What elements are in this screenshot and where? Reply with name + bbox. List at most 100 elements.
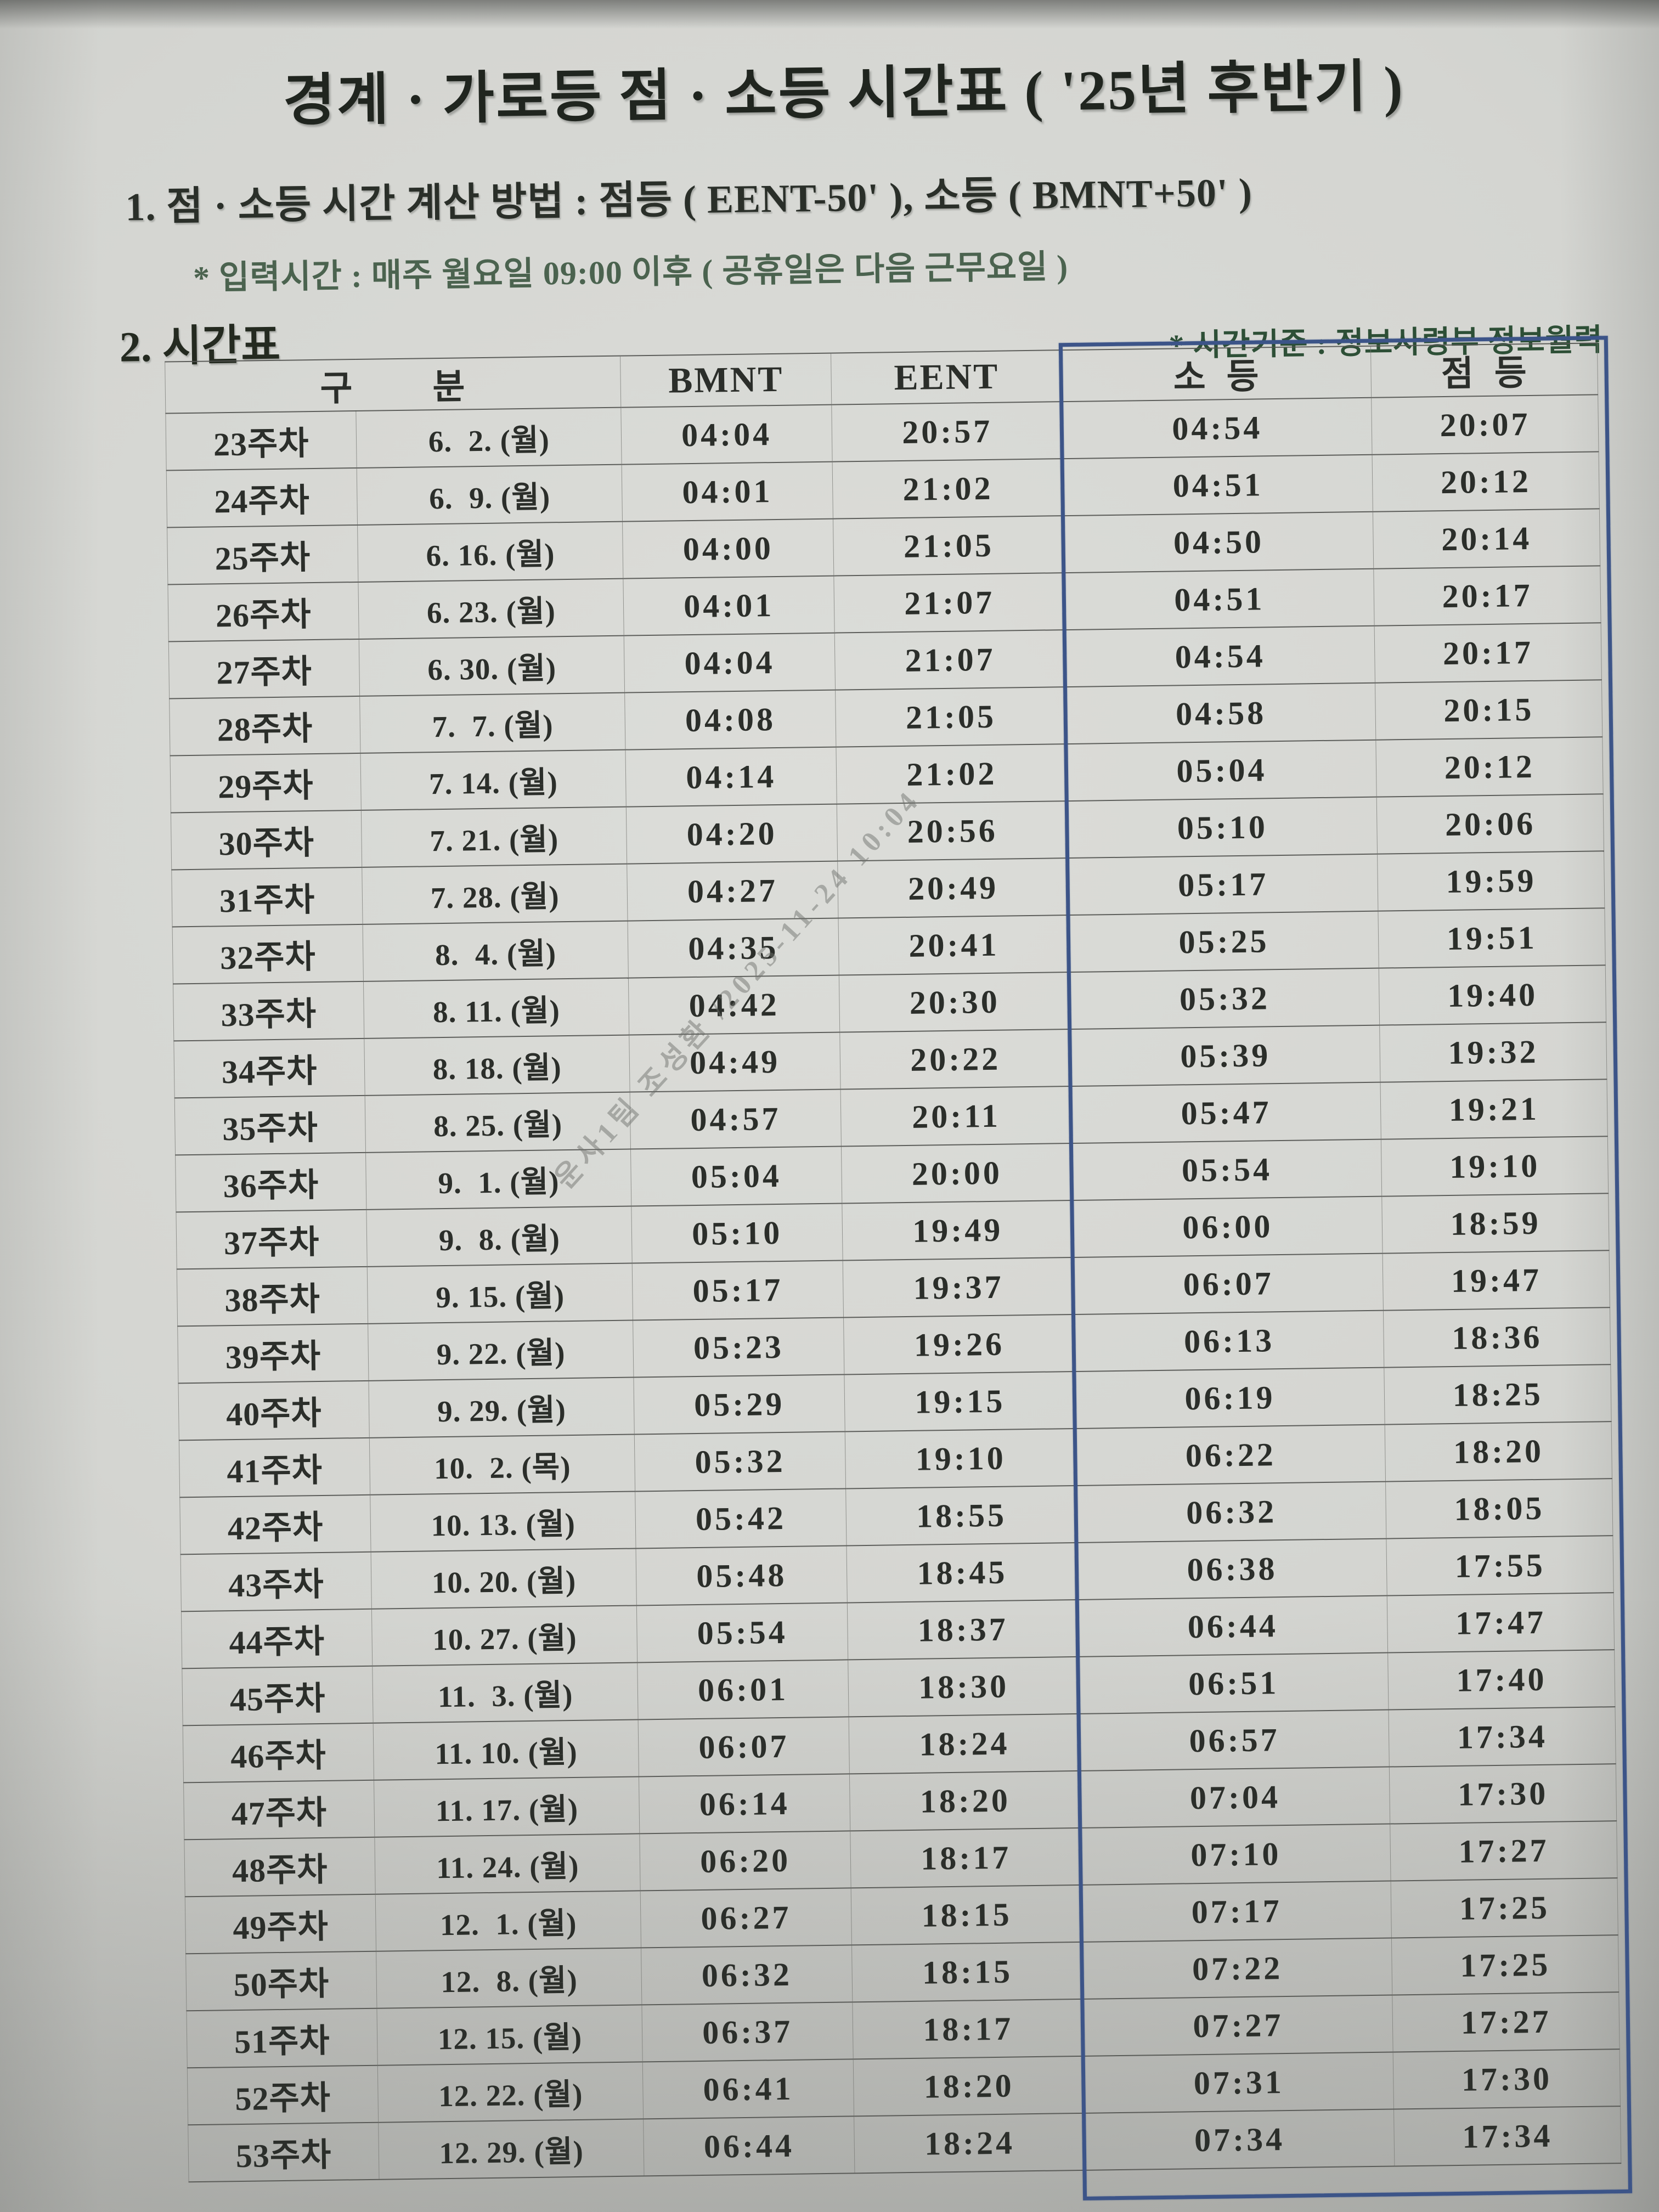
cell-week: 53주차 bbox=[188, 2122, 380, 2182]
cell-lights-off: 04:50 bbox=[1063, 511, 1374, 573]
cell-lights-off: 07:22 bbox=[1082, 1938, 1393, 1999]
cell-lights-on: 19:59 bbox=[1377, 851, 1605, 911]
cell-eent: 20:00 bbox=[841, 1143, 1073, 1204]
input-time-note: * 입력시간 : 매주 월요일 09:00 이후 ( 공휴일은 다음 근무요일 … bbox=[193, 248, 1069, 296]
cell-eent: 20:41 bbox=[838, 915, 1070, 975]
cell-lights-off: 06:22 bbox=[1075, 1424, 1386, 1486]
cell-lights-on: 20:15 bbox=[1375, 680, 1602, 740]
cell-eent: 20:30 bbox=[839, 972, 1071, 1032]
cell-bmnt: 05:48 bbox=[636, 1545, 848, 1606]
cell-lights-on: 20:14 bbox=[1373, 509, 1600, 569]
cell-week: 25주차 bbox=[167, 524, 359, 585]
cell-lights-on: 20:06 bbox=[1376, 794, 1604, 854]
cell-bmnt: 04:14 bbox=[625, 747, 837, 807]
cell-date: 9. 15. (월) bbox=[367, 1263, 633, 1324]
cell-week: 24주차 bbox=[166, 467, 358, 528]
cell-bmnt: 04:20 bbox=[626, 804, 838, 864]
cell-date: 10. 27. (월) bbox=[371, 1605, 638, 1666]
cell-date: 7. 28. (월) bbox=[362, 864, 628, 924]
cell-lights-on: 19:21 bbox=[1380, 1079, 1608, 1139]
cell-week: 42주차 bbox=[179, 1494, 371, 1555]
cell-eent: 18:17 bbox=[852, 1999, 1084, 2059]
cell-bmnt: 04:08 bbox=[624, 690, 837, 750]
cell-eent: 18:24 bbox=[849, 1713, 1080, 1774]
cell-date: 6. 2. (월) bbox=[356, 407, 622, 468]
cell-eent: 21:07 bbox=[833, 573, 1065, 633]
cell-lights-on: 19:10 bbox=[1381, 1136, 1609, 1197]
cell-lights-off: 07:04 bbox=[1080, 1767, 1391, 1828]
cell-eent: 21:02 bbox=[832, 459, 1064, 519]
cell-week: 29주차 bbox=[170, 753, 362, 813]
cell-date: 10. 2. (목) bbox=[369, 1434, 635, 1495]
cell-lights-off: 06:51 bbox=[1079, 1652, 1389, 1714]
cell-lights-off: 04:54 bbox=[1062, 397, 1373, 459]
cell-date: 11. 10. (월) bbox=[373, 1719, 639, 1780]
cell-bmnt: 06:41 bbox=[642, 2059, 854, 2119]
cell-date: 8. 18. (월) bbox=[364, 1035, 630, 1096]
cell-lights-off: 06:57 bbox=[1079, 1709, 1390, 1771]
cell-bmnt: 05:04 bbox=[630, 1146, 842, 1206]
cell-eent: 20:11 bbox=[840, 1086, 1072, 1147]
cell-bmnt: 06:44 bbox=[643, 2116, 855, 2176]
page-title: 경계 · 가로등 점 · 소등 시간표 ( '25년 후반기 ) bbox=[283, 55, 1405, 133]
cell-eent: 18:37 bbox=[847, 1599, 1079, 1660]
cell-lights-on: 18:05 bbox=[1385, 1479, 1613, 1539]
cell-bmnt: 05:29 bbox=[634, 1374, 845, 1435]
cell-date: 9. 8. (월) bbox=[366, 1206, 633, 1267]
cell-date: 7. 21. (월) bbox=[361, 806, 627, 867]
cell-eent: 20:22 bbox=[839, 1029, 1071, 1090]
cell-lights-off: 05:32 bbox=[1069, 968, 1380, 1030]
cell-date: 12. 22. (월) bbox=[377, 2062, 644, 2123]
cell-bmnt: 06:20 bbox=[640, 1831, 851, 1891]
cell-eent: 18:30 bbox=[848, 1656, 1080, 1717]
header-bmnt: BMNT bbox=[620, 353, 832, 408]
cell-week: 52주차 bbox=[187, 2065, 379, 2125]
cell-week: 33주차 bbox=[173, 981, 365, 1041]
cell-date: 6. 9. (월) bbox=[357, 464, 623, 525]
cell-lights-on: 18:59 bbox=[1382, 1193, 1610, 1254]
cell-lights-on: 20:17 bbox=[1374, 623, 1602, 683]
cell-lights-off: 05:17 bbox=[1068, 854, 1379, 916]
cell-week: 45주차 bbox=[182, 1666, 374, 1726]
cell-lights-off: 06:19 bbox=[1075, 1367, 1385, 1429]
cell-bmnt: 05:10 bbox=[631, 1203, 843, 1263]
cell-bmnt: 04:04 bbox=[621, 404, 833, 465]
cell-lights-on: 17:47 bbox=[1387, 1593, 1615, 1653]
cell-date: 11. 3. (월) bbox=[373, 1662, 639, 1723]
cell-date: 8. 11. (월) bbox=[363, 978, 630, 1039]
cell-week: 34주차 bbox=[173, 1038, 365, 1098]
cell-date: 10. 13. (월) bbox=[370, 1491, 636, 1552]
cell-week: 48주차 bbox=[184, 1837, 376, 1897]
cell-bmnt: 06:01 bbox=[637, 1660, 849, 1720]
cell-week: 38주차 bbox=[177, 1266, 368, 1327]
cell-lights-off: 06:32 bbox=[1076, 1481, 1387, 1543]
cell-eent: 20:57 bbox=[831, 402, 1063, 462]
cell-date: 7. 7. (월) bbox=[359, 692, 626, 753]
method-heading: 1. 점 · 소등 시간 계산 방법 : 점등 ( EENT-50' ), 소등… bbox=[125, 170, 1253, 229]
cell-date: 6. 30. (월) bbox=[359, 635, 625, 696]
cell-lights-off: 06:38 bbox=[1077, 1538, 1387, 1600]
cell-lights-off: 05:39 bbox=[1070, 1025, 1381, 1087]
cell-date: 6. 16. (월) bbox=[357, 521, 624, 582]
cell-week: 39주차 bbox=[177, 1323, 369, 1384]
cell-lights-on: 17:25 bbox=[1391, 1935, 1619, 1995]
cell-bmnt: 05:32 bbox=[634, 1431, 846, 1492]
cell-lights-on: 18:36 bbox=[1383, 1307, 1611, 1368]
cell-lights-on: 19:40 bbox=[1379, 965, 1606, 1025]
cell-week: 36주차 bbox=[175, 1152, 367, 1212]
cell-date: 8. 4. (월) bbox=[363, 921, 629, 981]
cell-lights-off: 07:17 bbox=[1081, 1881, 1392, 1942]
cell-eent: 18:24 bbox=[854, 2113, 1086, 2174]
cell-eent: 21:05 bbox=[833, 516, 1065, 576]
cell-lights-on: 20:12 bbox=[1372, 452, 1600, 512]
cell-eent: 19:49 bbox=[842, 1200, 1074, 1261]
cell-week: 32주차 bbox=[172, 924, 364, 984]
cell-bmnt: 05:23 bbox=[633, 1317, 844, 1378]
cell-eent: 18:55 bbox=[845, 1485, 1077, 1546]
cell-week: 28주차 bbox=[169, 696, 361, 756]
cell-eent: 19:26 bbox=[843, 1314, 1075, 1375]
cell-lights-off: 04:51 bbox=[1063, 454, 1373, 516]
cell-lights-on: 19:47 bbox=[1383, 1250, 1610, 1311]
